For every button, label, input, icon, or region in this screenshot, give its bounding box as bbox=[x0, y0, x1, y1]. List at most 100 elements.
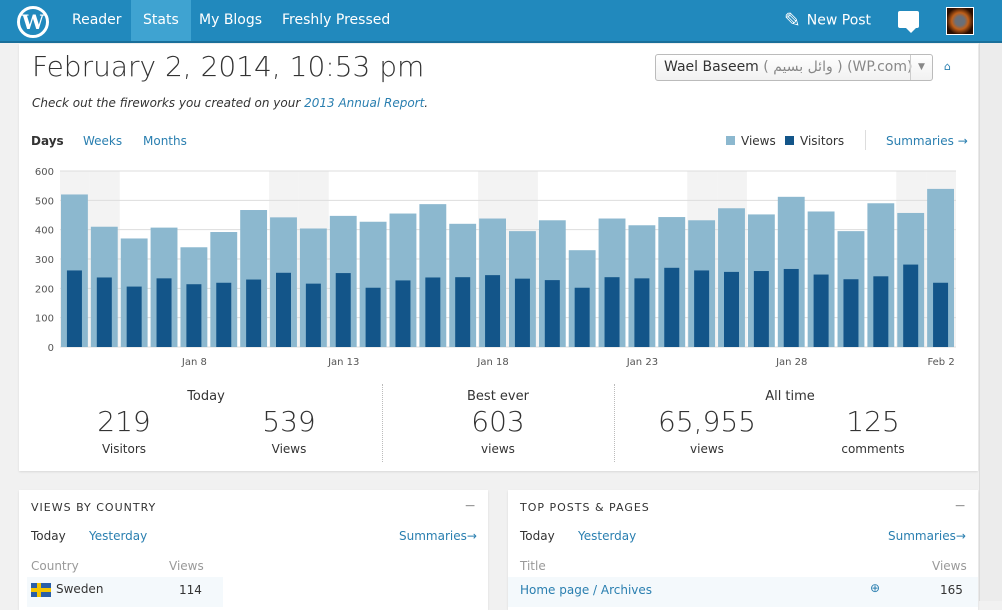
views-by-country-box: VIEWS BY COUNTRY − Today Yesterday Summa… bbox=[19, 490, 488, 610]
page-title: February 2, 2014, 10:53 pm bbox=[32, 50, 425, 83]
visitors-bar bbox=[216, 282, 232, 347]
tab-days[interactable]: Days bbox=[31, 134, 64, 148]
visitors-swatch bbox=[785, 136, 794, 145]
nav-stats[interactable]: Stats bbox=[131, 0, 191, 41]
visitors-bar bbox=[126, 286, 142, 347]
blog-extra: ( وائل بسيم ) (WP.com) bbox=[763, 59, 913, 75]
x-tick-label: Jan 8 bbox=[181, 357, 207, 368]
zoom-icon[interactable]: ⊕ bbox=[870, 581, 881, 595]
visitors-bar bbox=[276, 272, 291, 347]
collapse-icon[interactable]: − bbox=[954, 498, 966, 514]
visitors-bar bbox=[186, 284, 202, 347]
x-tick-label: Jan 18 bbox=[476, 357, 508, 368]
new-post-label: New Post bbox=[806, 12, 872, 29]
visitors-bar bbox=[783, 268, 799, 347]
y-tick-label: 500 bbox=[35, 196, 54, 207]
sweden-flag-icon bbox=[31, 582, 51, 597]
avatar[interactable] bbox=[946, 7, 974, 35]
post-title-link[interactable]: Home page / Archives bbox=[520, 583, 653, 597]
tab-weeks[interactable]: Weeks bbox=[83, 134, 123, 148]
legend-views: Views bbox=[726, 134, 776, 148]
all-time-heading: All time bbox=[765, 389, 815, 404]
arrow-right-icon: → bbox=[466, 529, 477, 543]
tab-yesterday[interactable]: Yesterday bbox=[89, 529, 148, 543]
top-posts-box: TOP POSTS & PAGES − Today Yesterday Summ… bbox=[508, 490, 978, 610]
visitors-bar bbox=[514, 278, 530, 347]
summaries-link[interactable]: Summaries→ bbox=[399, 529, 477, 543]
y-tick-label: 300 bbox=[35, 255, 54, 266]
visitors-bar bbox=[933, 282, 949, 347]
tab-months[interactable]: Months bbox=[143, 134, 187, 148]
tab-today[interactable]: Today bbox=[31, 529, 66, 543]
best-ever-label: views bbox=[481, 442, 515, 456]
report-prefix: Check out the fireworks you created on y… bbox=[32, 96, 305, 110]
top-bar: W Reader Stats My Blogs Freshly Pressed … bbox=[0, 0, 1002, 43]
visitors-bar bbox=[335, 273, 351, 347]
visitors-bar bbox=[246, 279, 262, 347]
today-visitors-value: 219 bbox=[97, 405, 151, 438]
visitors-bar bbox=[425, 277, 441, 347]
box-title: VIEWS BY COUNTRY bbox=[31, 501, 157, 514]
summaries-label: Summaries bbox=[399, 529, 467, 543]
divider bbox=[614, 384, 615, 462]
y-tick-label: 0 bbox=[48, 343, 54, 354]
tab-yesterday[interactable]: Yesterday bbox=[578, 529, 637, 543]
country-name: Sweden bbox=[31, 582, 103, 597]
all-time-views-value: 65,955 bbox=[658, 405, 756, 438]
pencil-icon: ✎ bbox=[784, 8, 801, 32]
column-views: Views bbox=[932, 559, 967, 573]
country-label: Sweden bbox=[56, 582, 104, 596]
views-swatch bbox=[726, 136, 735, 145]
summaries-label: Summaries bbox=[888, 529, 956, 543]
report-suffix: . bbox=[424, 96, 429, 110]
stats-panel: February 2, 2014, 10:53 pm Check out the… bbox=[19, 44, 978, 471]
summaries-link[interactable]: Summaries→ bbox=[888, 529, 966, 543]
best-ever-heading: Best ever bbox=[467, 389, 529, 404]
notifications-icon[interactable] bbox=[898, 11, 919, 33]
tab-today[interactable]: Today bbox=[520, 529, 555, 543]
visitors-bar bbox=[664, 267, 680, 347]
visitors-bar bbox=[156, 278, 172, 347]
visitors-bar bbox=[903, 264, 919, 347]
nav-my-blogs[interactable]: My Blogs bbox=[199, 12, 263, 28]
box-title: TOP POSTS & PAGES bbox=[520, 501, 650, 514]
x-tick-label: Feb 2 bbox=[927, 357, 954, 368]
today-visitors-label: Visitors bbox=[101, 442, 147, 456]
blog-select[interactable]: Wael Baseem ( وائل بسيم ) (WP.com) ▼ bbox=[655, 54, 933, 81]
all-time-comments-label: comments bbox=[841, 442, 905, 456]
legend-visitors: Visitors bbox=[785, 134, 844, 148]
y-tick-label: 100 bbox=[35, 314, 54, 325]
visitors-bar bbox=[365, 287, 381, 347]
x-tick-label: Jan 13 bbox=[327, 357, 359, 368]
summaries-link[interactable]: Summaries → bbox=[886, 134, 968, 148]
scrollbar[interactable] bbox=[979, 43, 1002, 601]
visitors-bar bbox=[753, 271, 769, 347]
visitors-bar bbox=[395, 280, 411, 347]
annual-report-link[interactable]: 2013 Annual Report bbox=[304, 96, 425, 110]
column-title: Title bbox=[520, 559, 546, 573]
visitors-bar bbox=[843, 279, 859, 347]
legend-visitors-label: Visitors bbox=[800, 134, 845, 148]
new-post-button[interactable]: ✎ New Post bbox=[784, 0, 871, 41]
visitors-bar bbox=[724, 271, 739, 347]
visitors-bar bbox=[634, 278, 650, 347]
visitors-bar bbox=[485, 275, 501, 347]
column-country: Country bbox=[31, 559, 79, 573]
nav-freshly-pressed[interactable]: Freshly Pressed bbox=[282, 12, 391, 28]
wordpress-logo-icon[interactable]: W bbox=[17, 6, 49, 38]
visitors-bar bbox=[873, 276, 889, 347]
y-tick-label: 600 bbox=[35, 167, 54, 178]
arrow-right-icon: → bbox=[957, 134, 968, 148]
today-views-value: 539 bbox=[262, 405, 316, 438]
nav-reader[interactable]: Reader bbox=[72, 12, 122, 28]
visitors-bar bbox=[305, 283, 321, 347]
best-ever-value: 603 bbox=[471, 405, 525, 438]
views-chart: 0 100 200 300 400 500 600 Jan 8 Jan 13 Jan 18 Jan … bbox=[35, 167, 956, 368]
all-time-views-label: views bbox=[690, 442, 724, 456]
legend-views-label: Views bbox=[741, 134, 776, 148]
collapse-icon[interactable]: − bbox=[464, 498, 476, 514]
home-icon[interactable]: ⌂ bbox=[944, 60, 951, 73]
divider bbox=[865, 130, 866, 150]
x-tick-label: Jan 23 bbox=[626, 357, 658, 368]
column-views: Views bbox=[169, 559, 204, 573]
